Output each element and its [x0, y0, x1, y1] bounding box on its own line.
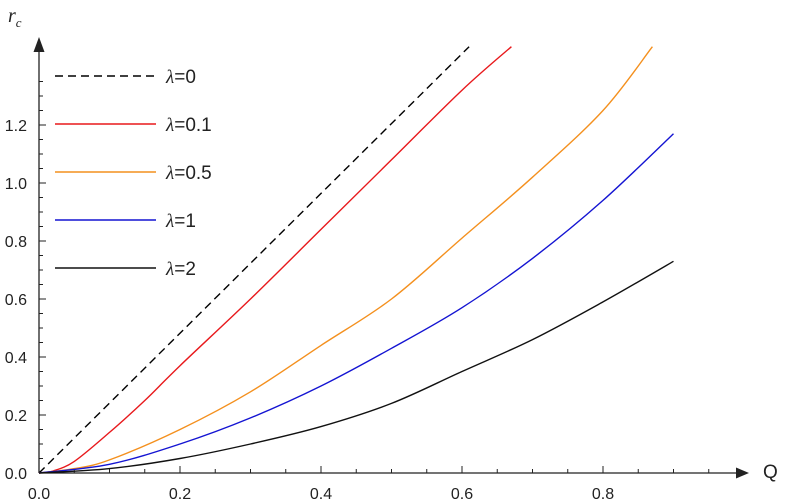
ticks: 0.0 0.2 0.4 0.6 0.8 0.0 0.2 0.4 0.6 0.8 1.0 1.2 [5, 81, 710, 502]
x-axis-label: Q [763, 462, 778, 483]
series-line-0 [38, 46, 470, 474]
legend: λ=0 λ=0.1 λ=0.5 λ=1 λ=2 [55, 67, 212, 280]
x-axis-arrow [736, 467, 749, 479]
y-axis-label: rc [8, 5, 22, 30]
y-tick-label: 1.0 [5, 176, 27, 193]
series-line-3 [38, 133, 674, 474]
legend-label-4: λ=2 [165, 259, 196, 280]
x-tick-label: 0.6 [451, 486, 473, 502]
y-tick-label: 0.0 [5, 466, 27, 483]
y-tick-label: 0.4 [5, 350, 27, 367]
legend-label-3: λ=1 [165, 211, 196, 232]
y-tick-label: 0.2 [5, 408, 27, 425]
axes [33, 37, 749, 479]
y-axis-arrow [33, 37, 45, 52]
legend-label-0: λ=0 [165, 67, 196, 88]
legend-label-1: λ=0.1 [165, 115, 212, 136]
x-tick-label: 0.4 [310, 486, 332, 502]
x-tick-label: 0.8 [592, 486, 614, 502]
x-tick-label: 0.0 [28, 486, 50, 502]
series-line-1 [38, 46, 512, 474]
series-layer [38, 46, 674, 474]
series-line-2 [38, 46, 653, 474]
legend-label-2: λ=0.5 [165, 163, 212, 184]
x-tick-label: 0.2 [169, 486, 191, 502]
series-line-4 [38, 260, 674, 474]
y-tick-label: 0.8 [5, 234, 27, 251]
y-tick-label: 1.2 [5, 118, 27, 135]
y-tick-label: 0.6 [5, 292, 27, 309]
